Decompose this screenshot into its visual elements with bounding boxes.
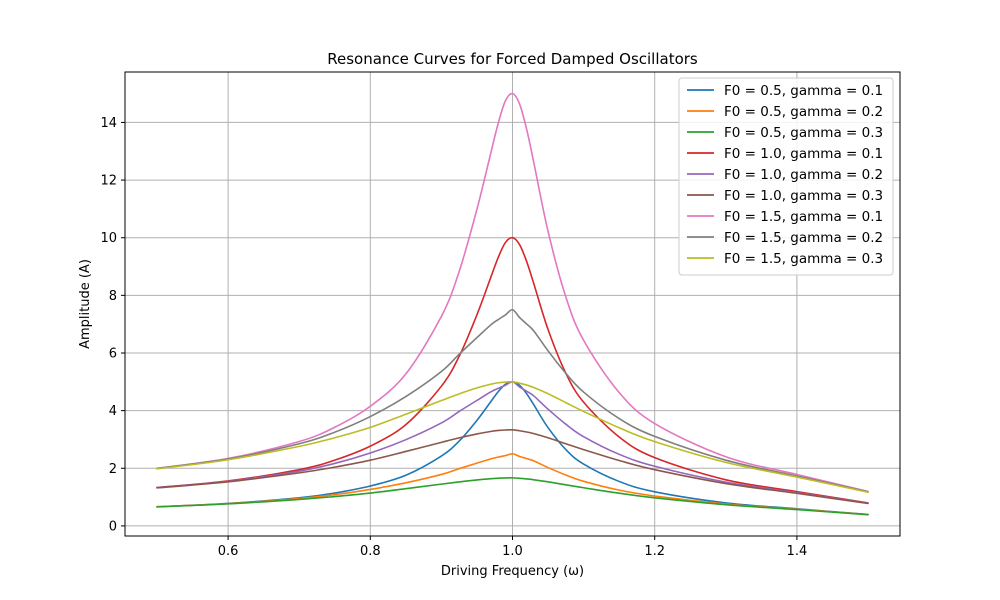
- legend: F0 = 0.5, gamma = 0.1 F0 = 0.5, gamma = 0…: [678, 77, 894, 276]
- series-line-7: [156, 92, 869, 493]
- y-tick-label: 4: [109, 404, 117, 419]
- legend-entry: F0 = 1.5, gamma = 0.1: [724, 209, 883, 225]
- series-line-4: [156, 236, 869, 504]
- y-tick-label: 8: [109, 289, 117, 304]
- x-tick-label: 1.2: [644, 544, 665, 559]
- legend-entry: F0 = 0.5, gamma = 0.2: [724, 104, 883, 120]
- y-axis-label: Amplitude (A): [78, 259, 93, 349]
- series-line-2: [156, 453, 869, 516]
- legend-entry: F0 = 1.0, gamma = 0.1: [724, 146, 883, 162]
- y-tick-label: 10: [100, 231, 117, 246]
- y-tick-label: 14: [100, 116, 117, 131]
- x-axis-label: Driving Frequency (ω): [441, 564, 584, 579]
- legend-entry: F0 = 0.5, gamma = 0.3: [724, 125, 883, 141]
- axis-ticks: 0.6 0.8 1.0 1.2 1.4 0 2 4 6 8 10 12 14: [100, 116, 807, 559]
- legend-entry: F0 = 1.0, gamma = 0.3: [724, 188, 883, 204]
- series-line-3: [156, 477, 869, 516]
- series-line-5: [156, 381, 869, 504]
- x-tick-label: 0.6: [218, 544, 239, 559]
- x-tick-label: 1.0: [502, 544, 523, 559]
- legend-entry: F0 = 1.5, gamma = 0.3: [724, 251, 883, 267]
- series-lines: [156, 92, 869, 516]
- series-line-8: [156, 308, 869, 493]
- x-tick-label: 0.8: [360, 544, 381, 559]
- legend-entry: F0 = 1.0, gamma = 0.2: [724, 167, 883, 183]
- x-tick-label: 1.4: [787, 544, 808, 559]
- y-tick-label: 6: [109, 346, 117, 361]
- series-line-9: [156, 380, 869, 493]
- legend-entry: F0 = 0.5, gamma = 0.1: [724, 83, 883, 99]
- y-tick-label: 12: [100, 174, 117, 189]
- legend-entry: F0 = 1.5, gamma = 0.2: [724, 230, 883, 246]
- legend-box: [678, 77, 894, 276]
- chart-title: Resonance Curves for Forced Damped Oscil…: [327, 50, 698, 68]
- y-tick-label: 2: [109, 462, 117, 477]
- series-line-6: [156, 429, 869, 505]
- y-tick-label: 0: [109, 519, 117, 534]
